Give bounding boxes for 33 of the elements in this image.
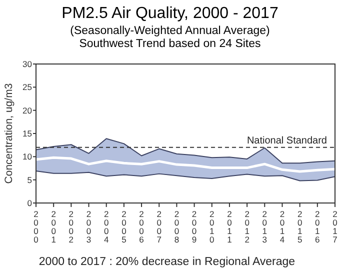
x-tick-label: 2013 [262, 209, 268, 244]
x-tick-label: 2004 [104, 209, 109, 244]
y-tick-label: 25 [22, 82, 32, 92]
line-series [36, 170, 336, 182]
x-tick-label: 2009 [192, 209, 197, 244]
y-tick-label: 20 [22, 105, 32, 116]
x-tick-label: 2008 [174, 209, 180, 244]
x-tick-label: 2010 [210, 209, 215, 244]
y-tick-label: 10 [22, 152, 32, 162]
y-tick-label: 15 [22, 128, 32, 138]
x-tick-label: 2006 [139, 209, 144, 244]
chart-subtitle: (Seasonally-Weighted Annual Average) Southwest Trend based on 24 Sites [70, 25, 270, 50]
x-tick-label: 2005 [122, 209, 127, 244]
x-tick-label: 2002 [68, 209, 74, 244]
x-tick-label: 2007 [156, 209, 162, 244]
x-tick-label: 2011 [227, 209, 232, 244]
x-tick-label: 2016 [315, 209, 320, 244]
x-tick-label: 2000 [34, 209, 39, 244]
ref-line-label: National Standard [246, 135, 327, 146]
x-tick-label: 2001 [51, 209, 56, 244]
text: 2000 to 2017 : 20% decrease in Regional Average [38, 256, 296, 268]
y-tick-label: 5 [27, 174, 32, 185]
x-tick-label: 2017 [332, 209, 338, 244]
y-tick-label: 30 [22, 59, 32, 69]
x-tick-label: 2014 [280, 209, 285, 244]
y-axis-title: Concentration, ug/m3 [3, 83, 15, 184]
chart-title: PM2.5 Air Quality, 2000 - 2017 [62, 5, 278, 22]
x-tick-label: 2015 [297, 209, 302, 244]
x-tick-label: 2012 [244, 209, 250, 244]
line-series [34, 156, 336, 173]
x-tick-label: 2003 [86, 209, 92, 244]
y-tick-label: 0 [27, 198, 32, 208]
line-series [36, 138, 336, 164]
